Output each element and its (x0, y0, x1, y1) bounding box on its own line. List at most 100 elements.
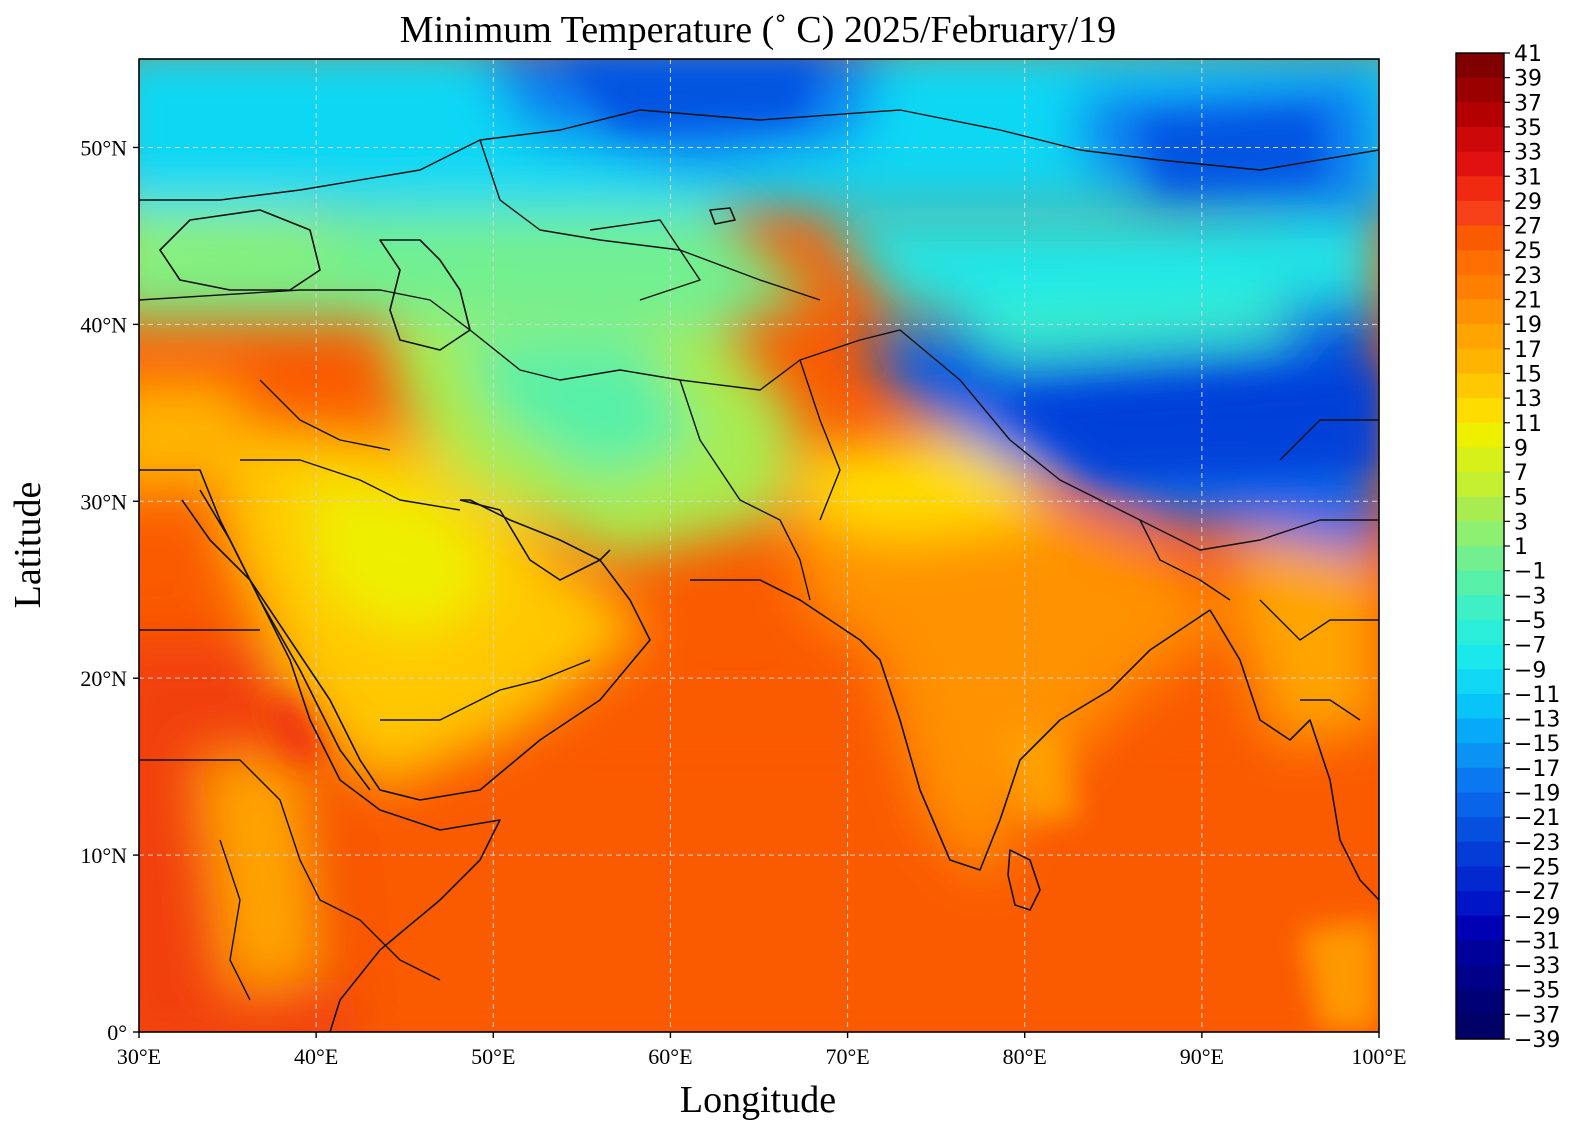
x-axis-label: Longitude (680, 1079, 836, 1121)
colorbar-swatch (1456, 989, 1504, 1015)
colorbar-tick-label: −33 (1514, 954, 1560, 979)
colorbar-tick-label: −13 (1514, 708, 1560, 733)
colorbar-tick-label: 19 (1514, 313, 1542, 338)
x-axis: 30°E 40°E 50°E 60°E 70°E 80°E 90°E 100°E (117, 1032, 1407, 1069)
colorbar-tick-label: −37 (1514, 1003, 1560, 1028)
india-coast (690, 579, 1211, 871)
colorbar-swatch (1456, 644, 1504, 670)
colorbar-tick-label: 23 (1514, 264, 1542, 289)
colorbar-swatch (1456, 151, 1504, 177)
map-area (139, 59, 1379, 1032)
map-frame (138, 58, 1380, 1033)
colorbar-swatch (1456, 965, 1504, 991)
colorbar-tick-label: 27 (1514, 215, 1542, 240)
colorbar-swatch (1456, 274, 1504, 301)
colorbar-swatch (1456, 77, 1504, 103)
x-tick-label: 40°E (294, 1044, 338, 1069)
colorbar-swatch (1456, 915, 1504, 941)
srilanka-coast (1007, 849, 1041, 911)
persian-gulf-coast (459, 499, 611, 581)
colorbar-tick-label: −29 (1514, 905, 1560, 930)
colorbar-tick-label: 31 (1514, 165, 1542, 190)
colorbar-swatch (1456, 546, 1504, 572)
colorbar-tick-label: −21 (1514, 806, 1560, 831)
colorbar-tick-label: 29 (1514, 190, 1542, 215)
colorbar-swatch (1456, 299, 1504, 325)
y-tick-label: 0° (107, 1020, 127, 1045)
colorbar-tick-label: 33 (1514, 141, 1542, 166)
colorbar-tick-label: 3 (1514, 510, 1528, 535)
y-tick-label: 30°N (80, 489, 127, 514)
red-sea-coast (199, 489, 371, 791)
colorbar-swatch (1456, 841, 1504, 868)
colorbar-tick-label: 21 (1514, 289, 1542, 314)
colorbar-swatch (1456, 398, 1504, 424)
x-tick-label: 50°E (471, 1044, 515, 1069)
colorbar-tick-label: −17 (1514, 757, 1560, 782)
colorbar-tick-label: 1 (1514, 535, 1528, 560)
colorbar-tick-label: −31 (1514, 929, 1560, 954)
gridlines (139, 59, 1379, 1032)
x-tick-label: 80°E (1003, 1044, 1047, 1069)
colorbar-swatch (1456, 200, 1504, 227)
colorbar-swatch (1456, 718, 1504, 744)
colorbar-swatch (1456, 348, 1504, 375)
colorbar-tick-label: 15 (1514, 362, 1542, 387)
colorbar-tick-label: 37 (1514, 91, 1542, 116)
colorbar-tick-label: −27 (1514, 880, 1560, 905)
colorbar-swatch (1456, 521, 1504, 547)
aral-sea-coast (709, 207, 736, 225)
y-tick-label: 40°N (80, 312, 127, 337)
colorbar-tick-label: −23 (1514, 831, 1560, 856)
colorbar-tick-label: −35 (1514, 979, 1560, 1004)
colorbar-tick-label: −3 (1514, 584, 1546, 609)
colorbar-swatch (1456, 126, 1504, 153)
colorbar-swatch (1456, 792, 1504, 818)
arabia-coast (181, 499, 651, 801)
colorbar-swatch (1456, 669, 1504, 695)
colorbar-swatch (1456, 743, 1504, 769)
y-axis: 0° 10°N 20°N 30°N 40°N 50°N (80, 135, 139, 1045)
map-title: Minimum Temperature (˚ C) 2025/February/… (400, 9, 1116, 51)
colorbar-swatch (1456, 866, 1504, 892)
colorbar: 4139373533312927252321191715131197531−1−… (1455, 42, 1560, 1053)
colorbar-swatch (1456, 324, 1504, 350)
colorbar-tick-label: −15 (1514, 732, 1560, 757)
colorbar-tick-label: −9 (1514, 658, 1546, 683)
colorbar-swatch (1456, 422, 1504, 448)
colorbar-swatch (1456, 102, 1504, 128)
colorbar-tick-label: −1 (1514, 560, 1546, 585)
colorbar-swatch (1456, 472, 1504, 498)
x-tick-label: 70°E (825, 1044, 869, 1069)
colorbar-tick-label: −39 (1514, 1028, 1560, 1053)
colorbar-swatch (1456, 447, 1504, 473)
colorbar-swatch (1456, 817, 1504, 843)
x-tick-label: 30°E (117, 1044, 161, 1069)
colorbar-tick-label: 39 (1514, 67, 1542, 92)
colorbar-tick-label: 17 (1514, 338, 1542, 363)
y-tick-label: 50°N (80, 135, 127, 160)
colorbar-swatch (1456, 595, 1504, 621)
colorbar-tick-label: −19 (1514, 782, 1560, 807)
colorbar-swatch (1456, 53, 1504, 79)
colorbar-swatch (1456, 1014, 1504, 1040)
colorbar-tick-label: 13 (1514, 387, 1542, 412)
colorbar-tick-label: 9 (1514, 436, 1528, 461)
colorbar-tick-label: 41 (1514, 42, 1542, 67)
y-tick-label: 20°N (80, 666, 127, 691)
colorbar-swatch (1456, 225, 1504, 251)
colorbar-tick-label: 35 (1514, 116, 1542, 141)
colorbar-swatch (1456, 373, 1504, 399)
colorbar-swatch (1456, 250, 1504, 276)
country-borders (139, 109, 1379, 1001)
x-tick-label: 60°E (648, 1044, 692, 1069)
colorbar-tick-label: 25 (1514, 239, 1542, 264)
colorbar-tick-label: 7 (1514, 461, 1528, 486)
colorbar-swatch (1456, 570, 1504, 596)
y-tick-label: 10°N (80, 843, 127, 868)
colorbar-swatch (1456, 767, 1504, 794)
indochina-coast (1209, 609, 1379, 901)
caspian-coast (379, 239, 471, 351)
colorbar-swatch (1456, 496, 1504, 522)
